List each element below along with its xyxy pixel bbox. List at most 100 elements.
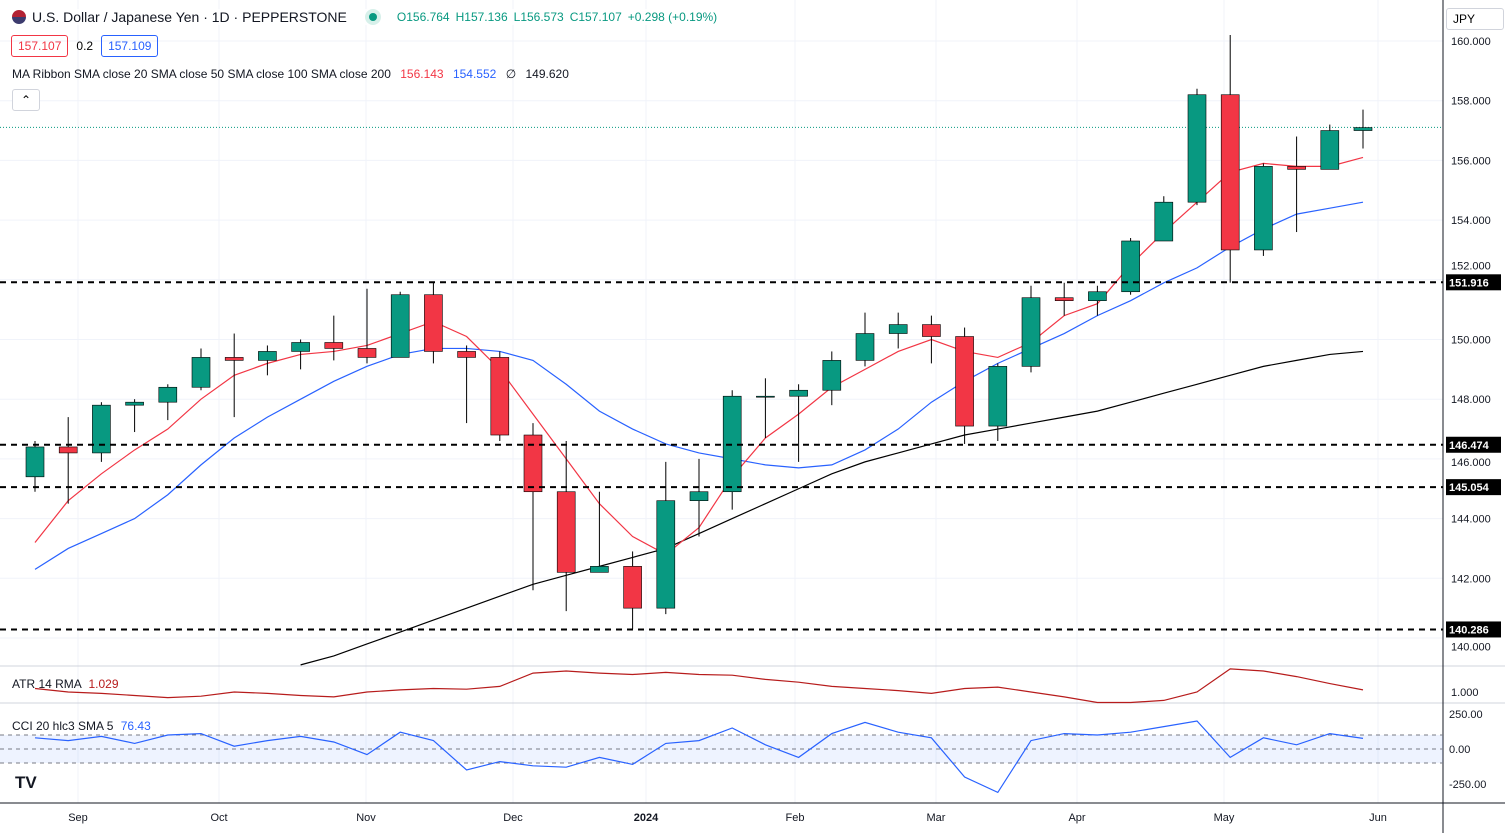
cci-tick: -250.00: [1449, 779, 1486, 791]
candle-body: [1088, 291, 1107, 301]
level-label-bg: [1446, 274, 1501, 291]
atr-value: 1.029: [88, 677, 119, 691]
candle-body: [457, 351, 476, 358]
ohlc-high: H157.136: [455, 10, 508, 24]
candle-body: [689, 491, 709, 501]
candle-body: [1320, 130, 1340, 170]
candle-body: [224, 357, 244, 361]
candle-body: [855, 333, 875, 361]
candle-body: [955, 336, 974, 427]
price-tick: 154.000: [1451, 215, 1491, 227]
time-tick: Jun: [1369, 812, 1387, 824]
ma50-value: 154.552: [452, 67, 497, 81]
ohlc-change: +0.298 (+0.19%): [627, 10, 718, 24]
trade-buttons: 157.107 0.2 157.109: [11, 35, 159, 57]
candle-body: [922, 324, 941, 337]
chevron-up-icon: ⌃: [20, 93, 32, 107]
candle-body: [1154, 201, 1174, 242]
candle-body: [258, 351, 277, 361]
candle-body: [424, 294, 443, 352]
cci-tick: 0.00: [1449, 744, 1470, 756]
time-tick: Nov: [356, 812, 376, 824]
candle-body: [523, 434, 543, 493]
level-label: 151.916: [1449, 277, 1489, 289]
price-tick: 156.000: [1451, 155, 1491, 167]
price-tick: 158.000: [1451, 96, 1491, 108]
candle-body: [390, 294, 410, 358]
candle-body: [789, 389, 808, 397]
candle-body: [1121, 240, 1140, 293]
price-tick: 148.000: [1451, 394, 1491, 406]
time-tick: May: [1214, 812, 1235, 824]
price-tick: 142.000: [1451, 573, 1491, 585]
candle-body: [58, 446, 78, 454]
cci-legend[interactable]: CCI 20 hlc3 SMA 5 76.43: [12, 719, 151, 733]
symbol-header: U.S. Dollar / Japanese Yen · 1D · PEPPER…: [12, 9, 718, 25]
candle-body: [822, 360, 842, 391]
candle-body: [1353, 127, 1373, 131]
atr-legend[interactable]: ATR 14 RMA 1.029: [12, 677, 119, 691]
symbol-title[interactable]: U.S. Dollar / Japanese Yen · 1D · PEPPER…: [32, 9, 347, 25]
level-label: 146.474: [1449, 440, 1490, 452]
currency-selector[interactable]: JPY: [1446, 8, 1504, 30]
candle-body: [1021, 297, 1041, 367]
price-tick: 150.000: [1451, 335, 1491, 347]
collapse-legend-button[interactable]: ⌃: [12, 89, 40, 111]
ohlc-low: L156.573: [513, 10, 564, 24]
us-flag-icon: [12, 10, 26, 24]
cci-tick: 250.00: [1449, 709, 1483, 721]
level-label-bg: [1446, 479, 1501, 496]
sma50-line: [34, 201, 1364, 570]
atr-label: ATR 14 RMA: [12, 677, 82, 691]
candle-body: [125, 401, 144, 406]
candle-body: [888, 324, 908, 334]
level-label-bg: [1446, 436, 1501, 453]
ohlc-close: C157.107: [569, 10, 622, 24]
price-tick: 160.000: [1451, 36, 1491, 48]
price-tick: 152.000: [1451, 260, 1491, 272]
buy-button[interactable]: 157.109: [101, 35, 159, 57]
time-tick: Oct: [210, 812, 227, 824]
candle-body: [1254, 166, 1273, 251]
candle-body: [1287, 166, 1306, 170]
cci-line: [34, 720, 1364, 794]
candle-body: [92, 404, 111, 454]
candle-body: [191, 357, 211, 388]
ma200-value: 149.620: [525, 67, 569, 81]
sma200-line: [300, 350, 1364, 666]
atr-line: [34, 668, 1364, 704]
level-label-bg: [1446, 621, 1501, 638]
ma-ribbon-legend[interactable]: MA Ribbon SMA close 20 SMA close 50 SMA …: [12, 67, 569, 81]
atr-tick: 1.000: [1451, 687, 1479, 699]
level-label: 140.286: [1449, 624, 1489, 636]
sell-button[interactable]: 157.107: [11, 35, 69, 57]
candle-body: [756, 395, 775, 398]
time-tick: Sep: [68, 812, 88, 824]
candle-body: [1187, 94, 1207, 203]
candle-body: [656, 500, 676, 609]
ma20-value: 156.143: [400, 67, 444, 81]
ma-label: MA Ribbon SMA close 20 SMA close 50 SMA …: [12, 67, 391, 81]
price-tick: 140.000: [1451, 641, 1491, 653]
tradingview-logo-icon: TV: [15, 773, 37, 792]
level-label: 145.054: [1449, 482, 1490, 494]
candle-body: [1054, 297, 1074, 301]
candle-body: [357, 348, 377, 358]
ma100-value: ∅: [505, 67, 517, 81]
market-open-icon: [368, 13, 377, 21]
price-tick: 146.000: [1451, 457, 1491, 469]
spread: 0.2: [76, 39, 94, 53]
cci-label: CCI 20 hlc3 SMA 5: [12, 719, 114, 733]
candle-body: [324, 342, 344, 349]
time-tick: Feb: [786, 812, 805, 824]
candle-body: [623, 566, 642, 609]
candle-body: [25, 446, 45, 478]
candle-body: [291, 342, 310, 352]
candle-body: [590, 566, 609, 573]
time-tick: Mar: [927, 812, 946, 824]
candle-body: [556, 491, 576, 573]
candle-body: [490, 357, 510, 436]
candle-body: [1220, 94, 1240, 251]
time-tick: 2024: [634, 812, 659, 824]
